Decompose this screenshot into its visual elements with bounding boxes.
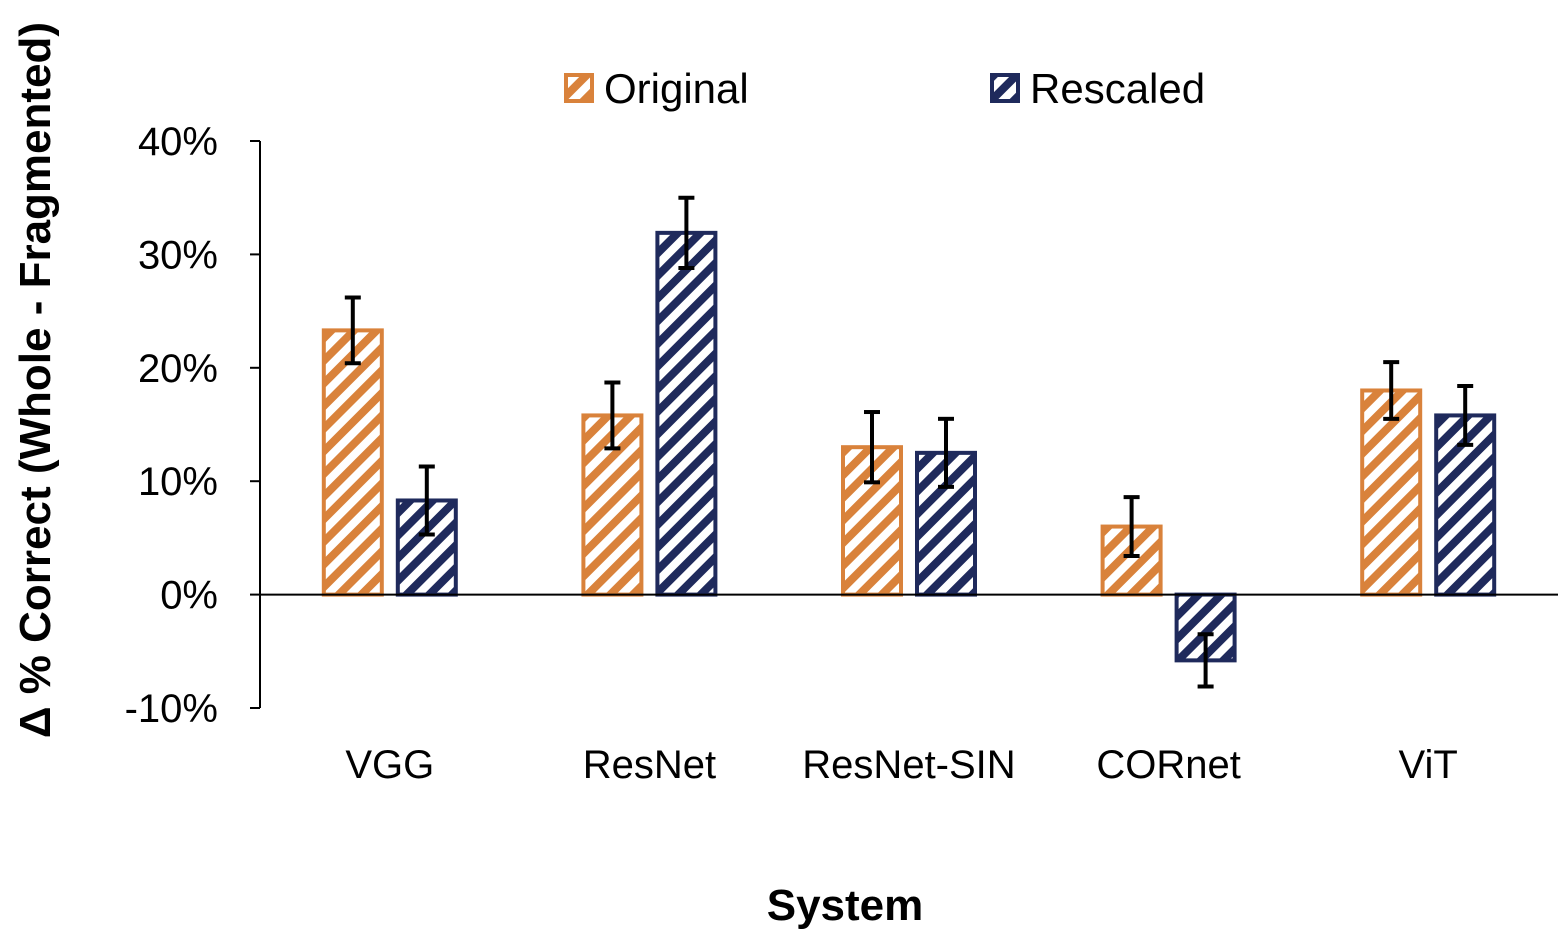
legend-item-rescaled: Rescaled: [990, 65, 1205, 112]
error-bar: [1383, 360, 1400, 421]
error-bar: [418, 464, 435, 537]
y-tick-label: 0%: [160, 574, 218, 618]
legend-label: Rescaled: [1030, 65, 1205, 112]
y-tick-label: 40%: [138, 120, 218, 164]
y-tick-label: 10%: [138, 460, 218, 504]
x-tick-label: ResNet: [583, 743, 716, 787]
error-bar: [1197, 632, 1214, 689]
x-tick-labels: VGG ResNet ResNet-SIN CORnet ViT: [345, 743, 1457, 787]
error-bar: [938, 416, 954, 489]
bar-original-vgg: [321, 328, 384, 597]
error-bar: [864, 410, 880, 485]
x-tick-label: ResNet-SIN: [802, 743, 1015, 787]
legend-item-original: Original: [564, 65, 749, 112]
legend-label: Original: [604, 65, 749, 112]
bar-rescaled-resnet: [655, 230, 718, 597]
error-bar: [1457, 383, 1474, 447]
legend: Original Rescaled: [564, 65, 1205, 112]
x-tick-label: VGG: [345, 743, 434, 787]
bars-layer: [321, 230, 1497, 663]
y-axis-title: Δ % Correct (Whole - Fragmented): [11, 22, 60, 738]
legend-swatch: [990, 73, 1020, 103]
error-bars-layer: [344, 195, 1474, 689]
error-bar: [604, 380, 621, 451]
x-tick-label: ViT: [1399, 743, 1458, 787]
y-tick-label: 20%: [138, 347, 218, 391]
x-axis-title: System: [767, 881, 924, 930]
error-bar: [344, 295, 361, 366]
bar-original-vit: [1360, 388, 1423, 597]
error-bar: [1123, 495, 1140, 559]
y-tick-label: -10%: [125, 687, 218, 731]
x-tick-label: CORnet: [1096, 743, 1241, 787]
y-axis: -10% 0% 10% 20% 30% 40%: [125, 120, 261, 731]
y-tick-label: 30%: [138, 233, 218, 277]
error-bar: [678, 195, 695, 271]
legend-swatch: [564, 73, 594, 103]
